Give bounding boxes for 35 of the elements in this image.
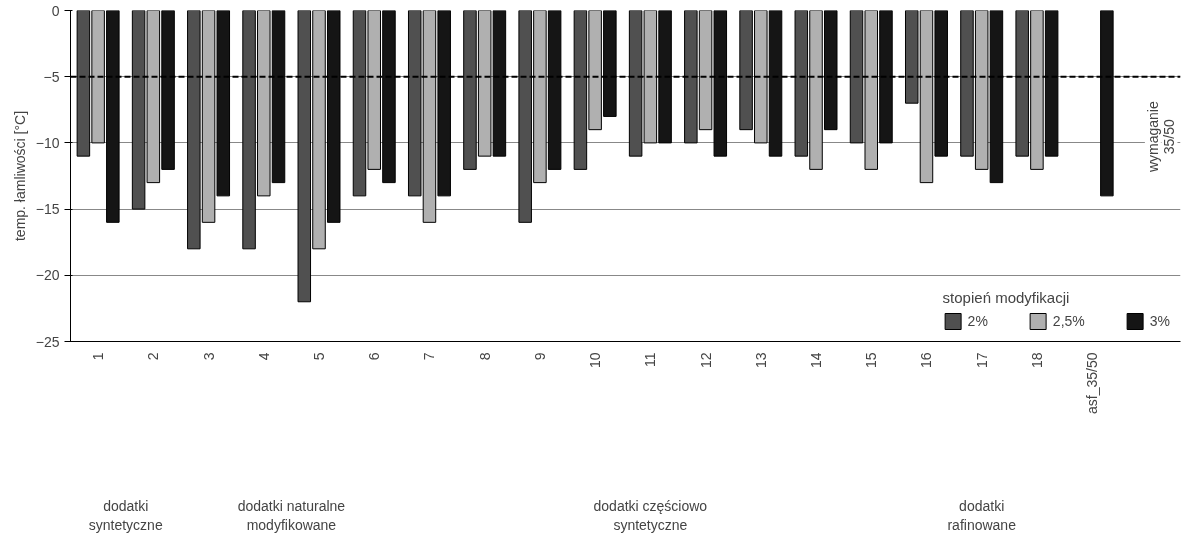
x-tick-label: 14 [808,352,825,369]
y-tick-label: −5 [43,68,60,85]
x-tick-label: 4 [255,352,272,361]
x-tick-label: 6 [366,352,383,361]
x-tick-label: 11 [642,352,659,368]
y-tick-label: −15 [35,201,60,218]
x-tick-label: 12 [697,352,714,369]
x-tick-label: 7 [421,352,438,361]
legend-label: 3% [1149,313,1170,329]
x-tick-label: 8 [476,352,493,361]
legend-label: 2,5% [1052,313,1085,329]
text: dodatki częściowo syntetyczne [593,497,708,533]
x-tick-label: 16 [918,352,935,369]
legend-title: stopień modyfikacji [942,289,1071,306]
x-tick-label: 15 [863,352,880,369]
text: dodatki rafinowane [947,497,1017,533]
x-tick-label: 18 [1028,352,1045,369]
x-tick-label: 1 [90,352,107,361]
x-tick-label: 2 [145,352,162,361]
x-tick-label: 9 [531,352,548,361]
y-axis-title: temp. łamliwości [°C] [11,110,28,242]
x-tick-label: asf_35/50 [1084,352,1101,414]
y-tick-label: 0 [51,2,60,19]
y-tick-label: −20 [35,267,60,284]
ref-line-label: wymaganie 35/50 [1144,101,1178,174]
x-tick-label: 17 [973,352,990,369]
x-tick-label: 3 [200,352,217,361]
y-tick-label: −10 [35,134,60,151]
text: dodatki syntetyczne [88,497,163,533]
x-tick-label: 13 [752,352,769,369]
y-tick-label: −25 [35,333,60,350]
x-tick-label: 10 [587,352,604,369]
text: dodatki naturalne modyfikowane [237,497,346,533]
x-tick-label: 5 [311,352,328,361]
legend-label: 2% [967,313,988,329]
